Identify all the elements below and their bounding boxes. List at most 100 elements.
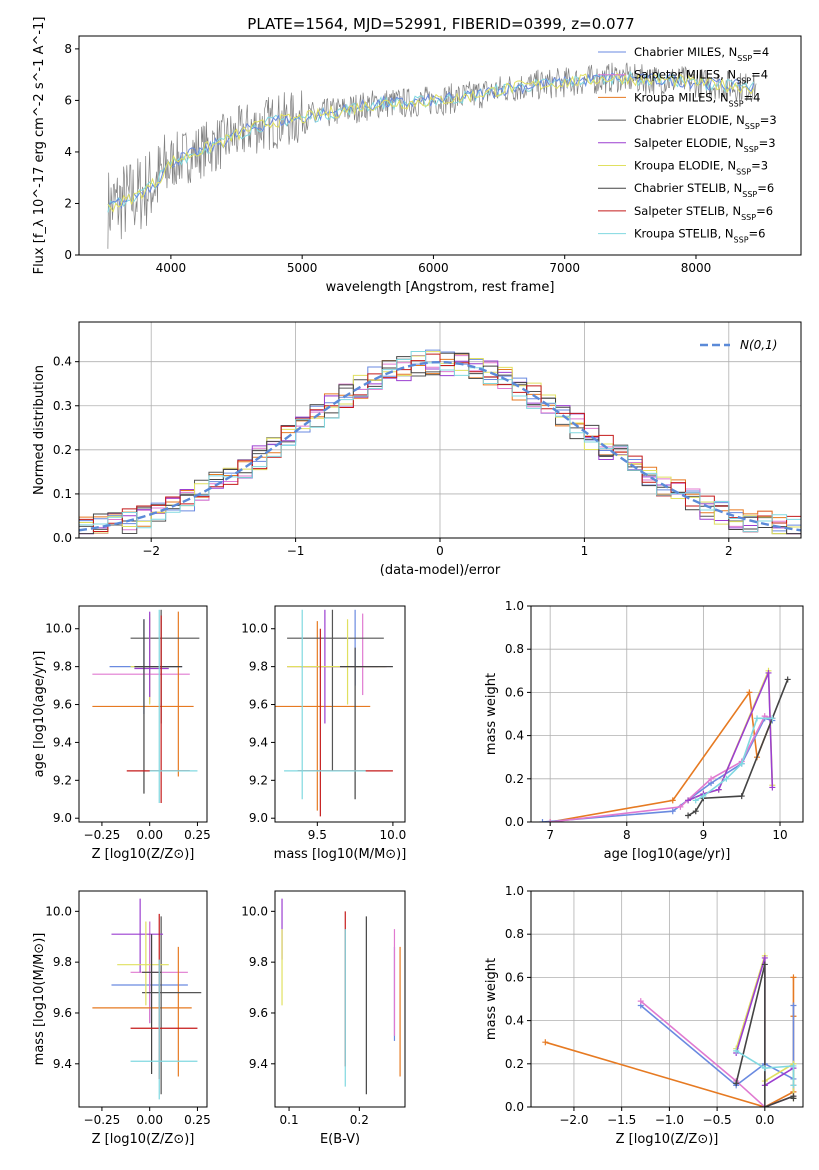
x-tick-label: −2 [142,544,160,558]
data-point-marker [790,1095,797,1102]
data-point-marker [754,715,761,722]
y-tick-label: 10.0 [45,622,72,636]
y-tick-label: 10.0 [241,622,268,636]
x-tick-label: 8000 [681,261,712,275]
y-axis-label: mass [log10(M/M⊙)] [32,933,47,1066]
y-tick-label: 0.6 [505,970,524,984]
y-tick-label: 0.4 [505,729,524,743]
x-tick-label: 0.25 [184,828,211,842]
data-point-marker [761,954,768,961]
data-point-marker [542,1039,549,1046]
x-tick-label: 8 [623,828,631,842]
data-point-marker [784,676,791,683]
y-tick-label: 0.0 [53,531,72,545]
y-tick-label: 9.4 [53,735,72,749]
y-tick-label: 0.2 [505,1057,524,1071]
y-tick-label: 0.0 [505,815,524,829]
axes-frame [78,605,208,823]
y-axis-label: mass weight [484,958,499,1040]
x-tick-label: 2 [725,544,733,558]
x-tick-label: 6000 [418,261,449,275]
y-tick-label: 1.0 [505,884,524,898]
y-tick-label: 9.6 [249,698,268,712]
mass-weight-series [542,717,773,822]
x-tick-label: −0.5 [703,1113,732,1127]
y-axis-label: Normed distribution [32,365,47,495]
y-tick-label: 10.0 [241,904,268,918]
y-tick-label: 4 [64,145,72,159]
x-tick-label: 0.0 [755,1113,774,1127]
y-tick-label: 9.4 [249,735,268,749]
y-tick-label: 9.2 [249,773,268,787]
plot-area [542,952,797,1107]
y-tick-label: 0.4 [505,1014,524,1028]
residual-histogram-8 [79,353,801,533]
model-spectrum-6 [107,72,755,213]
x-tick-label: 0.00 [136,828,163,842]
legend-label: Salpeter STELIB, NSSP=6 [634,204,773,222]
plot-massweight-vs-Z: −2.0 −1.5 −1.0 −0.5 0.0 0.0 0.2 0.4 0.6 0.8 1.0 Z [… [484,884,804,1147]
x-tick-label: 7 [546,828,554,842]
plot-age-vs-Z: −0.25 0.00 0.25 9.0 9.2 9.4 9.6 9.8 10.0 Z [log10… [32,605,211,862]
legend-label: Chabrier ELODIE, NSSP=3 [634,113,777,131]
x-tick-label: 0.25 [184,1113,211,1127]
legend-label: Chabrier MILES, NSSP=4 [634,45,769,63]
data-point-marker [677,803,684,810]
plot-residuals: −2 −1 0 1 2 0.0 0.1 0.2 0.3 0.4 (data-model)/error… [32,321,802,578]
x-tick-label: 9 [700,828,708,842]
plot-area [92,609,200,804]
legend-label: Salpeter ELODIE, NSSP=3 [634,136,776,154]
legend-label: Chabrier STELIB, NSSP=6 [634,181,774,199]
data-point-marker [637,998,644,1005]
data-point-marker [692,808,699,815]
data-point-marker [692,797,699,804]
data-point-marker [723,775,730,782]
x-tick-label: 9.5 [308,828,327,842]
x-tick-label: −1.5 [607,1113,636,1127]
mass-weight-series [550,715,773,822]
data-point-marker [708,775,715,782]
y-tick-label: 0.2 [53,443,72,457]
data-point-marker [685,797,692,804]
y-tick-label: 0.4 [53,355,72,369]
data-point-marker [790,1082,797,1089]
data-point-marker [790,1002,797,1009]
data-point-marker [761,961,768,968]
y-axis-label: age [log10(age/yr)] [32,651,47,778]
x-tick-label: −1.0 [655,1113,684,1127]
y-tick-label: 6 [64,93,72,107]
plot-area [79,349,801,535]
legend-label: Salpeter MILES, NSSP=4 [634,68,768,86]
normal-curve [79,360,801,532]
plot-area [92,898,202,1100]
legend-label: N(0,1) [740,338,777,352]
data-point-marker [769,715,776,722]
y-tick-label: 9.8 [53,955,72,969]
x-tick-label: 5000 [287,261,318,275]
y-tick-label: 9.2 [53,773,72,787]
data-point-marker [765,669,772,676]
plot-age-vs-mass: 9.5 10.0 9.0 9.2 9.4 9.6 9.8 10.0 mass [log10(M/… [241,605,406,862]
x-tick-label: 0.1 [280,1113,299,1127]
figure-title: PLATE=1564, MJD=52991, FIBERID=0399, z=0… [247,15,634,33]
axes-frame [274,890,406,1108]
plot-spectrum: 4000 5000 6000 7000 8000 0 2 4 6 8 wavelength [Ang… [32,17,802,295]
y-tick-label: 0.2 [505,772,524,786]
model-spectrum-1 [107,72,755,210]
y-tick-label: 0.0 [505,1100,524,1114]
y-tick-label: 9.6 [53,698,72,712]
mass-weight-series [695,717,773,802]
y-tick-label: 0.1 [53,487,72,501]
y-tick-label: 9.0 [53,811,72,825]
y-tick-label: 2 [64,196,72,210]
x-tick-label: 7000 [549,261,580,275]
y-tick-label: 8 [64,42,72,56]
y-tick-label: 9.6 [249,1006,268,1020]
axes-frame [78,35,802,256]
legend-label: Kroupa ELODIE, NSSP=3 [634,159,768,177]
y-tick-label: 9.0 [249,811,268,825]
x-tick-label: −0.25 [84,1113,121,1127]
axes-frame [78,890,208,1108]
data-point-marker [733,1080,740,1087]
